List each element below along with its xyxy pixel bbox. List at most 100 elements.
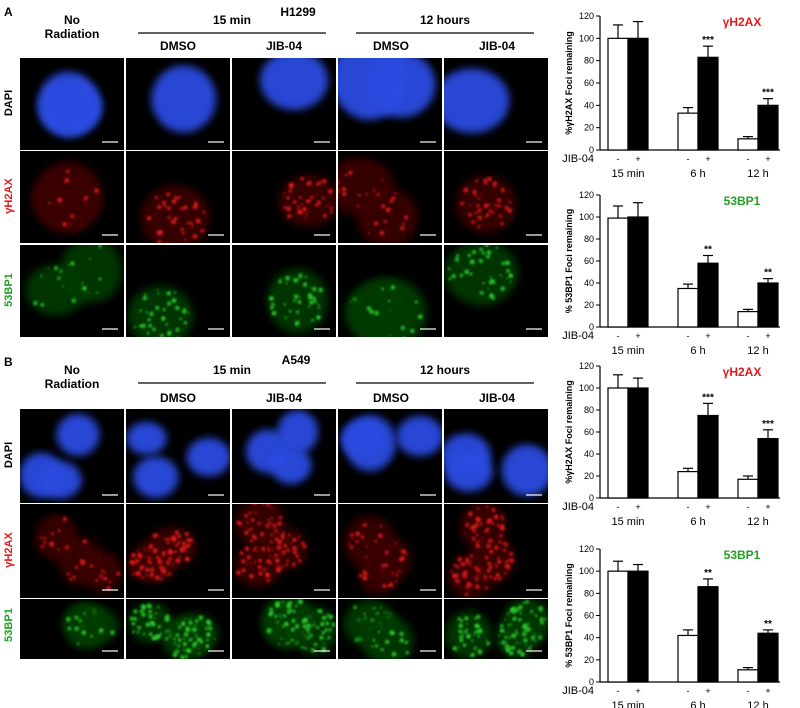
y-tick-label: 60 — [584, 78, 594, 88]
micrograph-53bp1-a-col4 — [338, 245, 442, 337]
treatment-sign: - — [687, 686, 690, 696]
col-dmso-12-b: DMSO — [373, 391, 409, 405]
group-15min-b: 15 min — [213, 363, 251, 377]
col-jib-15-a: JIB-04 — [266, 39, 302, 53]
category-label: 15 min — [611, 345, 644, 357]
y-tick-label: 100 — [579, 212, 594, 222]
y-tick-label: 80 — [584, 56, 594, 66]
group-15min-a: 15 min — [213, 13, 251, 27]
bar-plus-1 — [627, 570, 649, 683]
treatment-sign: + — [705, 154, 710, 164]
no-radiation-label-a: No — [64, 13, 80, 27]
bar-plus-3 — [757, 104, 779, 151]
panel-letter-b: B — [4, 355, 13, 369]
bar-minus-3 — [737, 478, 759, 499]
chart-2: 0 20 40 60 80 100 120 % 53BP1 Foci remaining 53B… — [562, 190, 780, 357]
col-dmso-12-a: DMSO — [373, 39, 409, 53]
y-tick-label: 40 — [584, 100, 594, 110]
y-tick-label: 20 — [584, 655, 594, 665]
no-radiation-label-b-2: Radiation — [45, 377, 100, 391]
treatment-sign: - — [747, 331, 750, 341]
significance-marker: ** — [704, 245, 712, 256]
row-label-dapi-a: DAPI — [3, 90, 15, 116]
treatment-sign: - — [747, 686, 750, 696]
y-tick-label: 60 — [584, 256, 594, 266]
bar-minus-2 — [677, 471, 699, 499]
y-tick-label: 20 — [584, 471, 594, 481]
treatment-sign: - — [747, 154, 750, 164]
micrograph-h2ax-a-col4 — [338, 151, 442, 243]
y-tick-label: 0 — [589, 322, 594, 332]
category-label: 15 min — [611, 516, 644, 528]
col-jib-12-b: JIB-04 — [479, 391, 515, 405]
cell-line-title-b: A549 — [282, 353, 311, 367]
bar-plus-3 — [757, 438, 779, 499]
category-label: 12 h — [747, 345, 768, 357]
y-axis-label: % 53BP1 Foci remaining — [564, 209, 574, 314]
y-tick-label: 120 — [579, 190, 594, 200]
y-tick-label: 0 — [589, 145, 594, 155]
micrograph-h2ax-a-col3 — [232, 151, 336, 243]
micrograph-dapi-b-col2 — [126, 409, 230, 503]
treatment-sign: + — [635, 502, 640, 512]
chart-title: γH2AX — [723, 365, 762, 379]
treatment-sign: + — [635, 686, 640, 696]
category-label: 6 h — [690, 516, 705, 528]
bar-plus-2 — [697, 56, 719, 151]
group-12h-a: 12 hours — [420, 13, 470, 27]
micrograph-h2ax-b-col2 — [126, 504, 230, 598]
treatment-sign: + — [765, 502, 770, 512]
micrograph-dapi-a-col3 — [232, 58, 336, 150]
treatment-sign: + — [635, 331, 640, 341]
significance-marker: ** — [764, 268, 772, 279]
treatment-label: JIB-04 — [562, 330, 594, 342]
micrograph-dapi-a-col2 — [126, 58, 230, 150]
cell-line-title-a: H1299 — [280, 5, 316, 19]
y-tick-label: 40 — [584, 449, 594, 459]
micrograph-53bp1-b-col1 — [20, 599, 124, 659]
significance-marker: ** — [704, 568, 712, 579]
micrograph-53bp1-b-col4 — [338, 599, 442, 659]
no-radiation-label-b: No — [64, 363, 80, 377]
col-dmso-15-b: DMSO — [160, 391, 196, 405]
micrograph-53bp1-a-col5 — [444, 245, 548, 337]
micrograph-h2ax-b-col3 — [232, 504, 336, 598]
micrograph-53bp1-b-col2 — [126, 599, 230, 659]
y-tick-label: 40 — [584, 278, 594, 288]
treatment-sign: + — [765, 331, 770, 341]
chart-title: 53BP1 — [724, 548, 761, 562]
y-tick-label: 100 — [579, 33, 594, 43]
bar-plus-2 — [697, 414, 719, 499]
bar-plus-2 — [697, 586, 719, 683]
micrograph-h2ax-a-col2 — [126, 151, 230, 243]
micrograph-53bp1-b-col3 — [232, 599, 336, 659]
treatment-sign: - — [617, 502, 620, 512]
row-label-h2ax-b: γH2AX — [3, 532, 15, 568]
micrograph-53bp1-a-col1 — [20, 245, 124, 337]
significance-marker: *** — [702, 35, 714, 46]
bar-minus-2 — [677, 634, 699, 683]
group-12h-b: 12 hours — [420, 363, 470, 377]
micrograph-grid — [20, 58, 548, 659]
category-label: 12 h — [747, 168, 768, 180]
y-tick-label: 60 — [584, 611, 594, 621]
micrograph-h2ax-b-col4 — [338, 504, 442, 598]
treatment-sign: + — [705, 502, 710, 512]
significance-marker: *** — [762, 88, 774, 99]
y-tick-label: 100 — [579, 566, 594, 576]
category-label: 12 h — [747, 516, 768, 528]
treatment-sign: - — [617, 154, 620, 164]
chart-title: γH2AX — [723, 15, 762, 29]
category-label: 15 min — [611, 168, 644, 180]
significance-marker: *** — [702, 392, 714, 403]
treatment-sign: + — [705, 686, 710, 696]
micrograph-h2ax-b-col5 — [444, 504, 548, 598]
category-label: 15 min — [611, 700, 644, 708]
micrograph-h2ax-a-col5 — [444, 151, 548, 243]
treatment-sign: - — [687, 331, 690, 341]
bar-plus-3 — [757, 282, 779, 328]
treatment-label: JIB-04 — [562, 501, 594, 513]
micrograph-dapi-a-col4 — [338, 58, 442, 150]
category-label: 12 h — [747, 700, 768, 708]
